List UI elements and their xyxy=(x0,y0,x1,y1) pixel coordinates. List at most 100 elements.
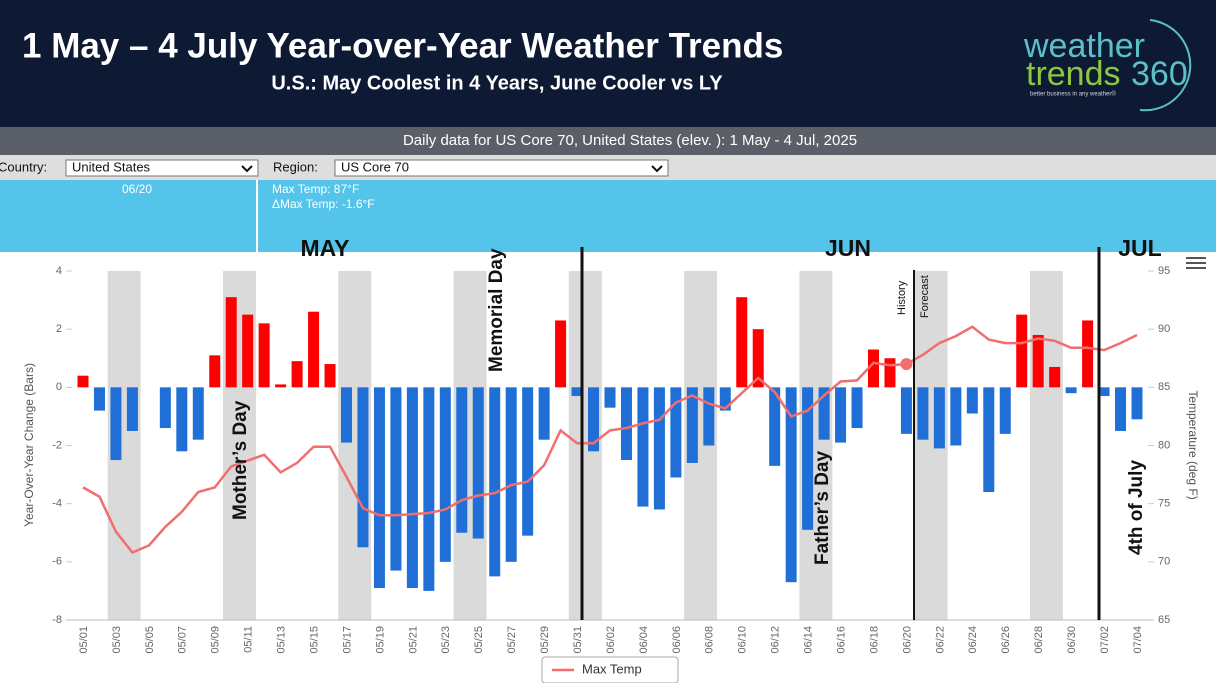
bar xyxy=(126,387,138,431)
y-axis-label: Year-Over-Year Change (Bars) xyxy=(22,363,36,527)
bar xyxy=(983,387,995,493)
bar xyxy=(999,387,1011,434)
bar xyxy=(555,320,567,388)
info-band xyxy=(0,180,1216,252)
bar xyxy=(933,387,945,449)
y2-tick-label: 75 xyxy=(1158,498,1170,510)
bar xyxy=(653,387,665,510)
bar xyxy=(966,387,978,414)
month-label: MAY xyxy=(301,235,350,261)
y2-tick-label: 95 xyxy=(1158,265,1170,277)
annotation: Memorial Day xyxy=(486,248,507,372)
menu-icon[interactable] xyxy=(1186,257,1206,269)
bar xyxy=(308,311,320,388)
month-label: JUL xyxy=(1118,235,1161,261)
caption-bar xyxy=(0,127,1216,155)
bar xyxy=(110,387,122,461)
x-tick-label: 07/02 xyxy=(1099,626,1111,654)
bar xyxy=(291,361,303,388)
subtitle: U.S.: May Coolest in 4 Years, June Coole… xyxy=(271,72,723,94)
country-label: Country: xyxy=(0,159,47,174)
bar xyxy=(159,387,171,429)
tooltip-line: Max Temp: 87°F xyxy=(272,182,359,196)
menu-bar xyxy=(1186,262,1206,264)
bar xyxy=(719,387,731,411)
weekend-band xyxy=(1029,271,1063,620)
bar xyxy=(1065,387,1077,394)
y-tick-label: -8 xyxy=(52,614,62,626)
country-select[interactable] xyxy=(65,159,259,177)
bar xyxy=(406,387,418,589)
legend-box xyxy=(541,656,679,683)
menu-bar xyxy=(1186,267,1206,269)
x-tick-label: 06/06 xyxy=(671,626,683,654)
logo-arc xyxy=(1139,19,1192,112)
bar xyxy=(769,387,781,466)
tooltip-date: 06/20 xyxy=(122,182,152,196)
bar xyxy=(505,387,517,562)
bar xyxy=(620,387,632,461)
bar xyxy=(818,387,830,440)
bar xyxy=(851,387,863,429)
region-label: Region: xyxy=(273,159,318,174)
region-select[interactable] xyxy=(334,159,669,177)
x-tick-label: 05/07 xyxy=(177,626,189,654)
y-tick-label: 4 xyxy=(56,265,62,277)
bar xyxy=(637,387,649,507)
y2-tick-label: 85 xyxy=(1158,381,1170,393)
logo-word: 360 xyxy=(1131,55,1188,93)
bar xyxy=(192,387,204,440)
annotation: Father’s Day xyxy=(812,451,833,565)
logo-tagline: better business in any weather® xyxy=(1030,91,1116,98)
y-tick-label: 2 xyxy=(56,323,62,335)
x-tick-label: 06/16 xyxy=(835,626,847,654)
y2-tick-label: 90 xyxy=(1158,323,1170,335)
annotation: Forecast xyxy=(919,275,931,318)
x-tick-label: 06/22 xyxy=(934,626,946,654)
bar xyxy=(1098,387,1110,397)
bar xyxy=(604,387,616,408)
bar xyxy=(917,387,929,440)
legend-label: Max Temp xyxy=(582,661,642,676)
x-tick-label: 06/14 xyxy=(803,626,815,654)
y2-axis-label: Temperature (deg F) xyxy=(1186,390,1200,499)
annotation: History xyxy=(896,280,908,315)
country-value: United States xyxy=(72,159,151,174)
bar xyxy=(900,387,912,434)
region-value: US Core 70 xyxy=(341,159,409,174)
x-tick-label: 06/28 xyxy=(1033,626,1045,654)
x-tick-label: 05/11 xyxy=(243,626,255,653)
bar xyxy=(93,387,105,411)
x-tick-label: 05/19 xyxy=(374,626,386,654)
bar xyxy=(1115,387,1127,431)
tooltip-line: ΔMax Temp: -1.6°F xyxy=(272,197,375,211)
bar xyxy=(390,387,402,571)
header-bg xyxy=(0,0,1216,127)
y-tick-label: 0 xyxy=(56,381,62,393)
bar xyxy=(489,387,501,577)
bar xyxy=(439,387,451,562)
dropdown-arrow xyxy=(241,165,253,173)
x-tick-label: 07/04 xyxy=(1132,626,1144,654)
bar xyxy=(1131,387,1143,420)
y-tick-label: -6 xyxy=(52,556,62,568)
x-tick-label: 06/24 xyxy=(967,626,979,654)
x-tick-label: 06/02 xyxy=(605,626,617,654)
bar xyxy=(802,387,814,530)
bar xyxy=(1016,314,1028,388)
x-tick-label: 05/01 xyxy=(78,626,90,654)
x-tick-label: 05/21 xyxy=(407,626,419,654)
x-tick-label: 06/04 xyxy=(638,626,650,654)
bar xyxy=(472,387,484,539)
bar xyxy=(703,387,715,446)
y-tick-label: -2 xyxy=(52,439,62,451)
month-label: JUN xyxy=(825,235,871,261)
bar xyxy=(423,387,435,591)
bar xyxy=(868,349,879,388)
bar xyxy=(258,323,270,388)
x-tick-label: 05/13 xyxy=(276,626,288,654)
bar xyxy=(588,387,600,452)
bar xyxy=(357,387,369,548)
bar xyxy=(373,387,385,589)
